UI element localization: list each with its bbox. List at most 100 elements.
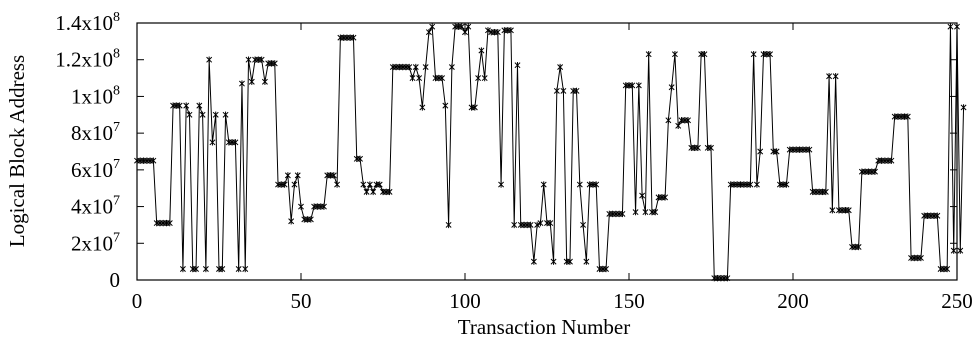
data-point [245,56,252,63]
data-point [557,63,564,71]
data-point [419,104,426,111]
data-point [514,62,521,69]
data-point [511,221,518,229]
data-point [478,47,485,54]
data-point [334,181,341,188]
data-point [950,247,957,254]
data-point [944,265,951,273]
data-point [412,63,419,71]
data-point [465,23,472,30]
data-point [701,51,708,58]
data-point [422,63,429,71]
data-point [481,74,488,82]
y-tick-label: 4x107 [71,194,120,219]
data-point [179,265,186,273]
data-point [747,181,754,188]
data-point [425,28,432,36]
data-point [271,60,278,67]
data-point [416,74,423,82]
series-line [137,24,965,279]
y-tick-label: 2x107 [71,230,120,255]
x-tick-label: 150 [613,289,645,313]
y-tick-label: 0 [110,268,121,292]
data-point [573,87,580,95]
data-point [206,56,213,63]
y-tick-label: 6x107 [71,157,120,182]
data-point [694,144,701,152]
data-point [645,51,652,58]
data-point [445,221,452,229]
data-point [239,80,245,87]
data-point [639,192,646,199]
data-point [665,117,672,124]
data-point [475,74,482,82]
data-point [183,102,190,109]
data-point [635,82,642,89]
data-point [560,87,567,95]
data-point [458,23,465,30]
y-tick-label: 1x108 [71,83,120,108]
data-point [439,74,445,82]
data-point [957,247,964,254]
data-point [199,111,206,118]
data-point [954,23,960,30]
data-point [547,219,554,227]
data-point [288,218,295,225]
data-point [284,172,291,179]
data-point [386,188,393,196]
data-point [507,27,514,34]
data-point [176,102,183,109]
data-point [330,172,337,179]
y-tick-label: 1.4x108 [55,10,120,35]
data-point [593,181,600,188]
data-point [685,117,691,124]
data-point [537,219,544,227]
data-point [662,194,669,201]
data-point [553,87,560,95]
data-point [619,210,626,218]
y-tick-label: 1.2x108 [55,47,120,72]
y-axis-title: Logical Block Address [5,55,29,247]
data-point [534,221,541,229]
data-point [845,207,852,214]
data-point [485,27,491,34]
data-point [540,181,547,188]
data-point [166,219,173,227]
data-point [409,74,416,82]
x-tick-label: 100 [449,289,481,313]
data-point [258,56,265,63]
data-point [583,258,590,265]
data-point [603,265,609,273]
data-point [580,221,587,229]
data-point [829,207,836,214]
data-point [934,212,941,219]
y-tick-label: 8x107 [71,120,120,145]
data-point [186,111,193,118]
data-point [652,208,659,216]
data-point [294,172,301,179]
plot-frame [136,22,958,281]
data-point [261,78,268,85]
data-point [855,243,862,251]
data-point [947,23,954,30]
data-point [632,208,639,216]
data-point [235,265,242,273]
data-point [904,113,911,120]
data-point [750,51,757,58]
data-point [550,258,557,265]
data-point [826,73,833,80]
x-tick-label: 50 [291,289,312,313]
data-point [442,102,449,109]
data-point [724,274,731,282]
data-point [219,265,226,273]
data-point [832,73,839,80]
data-point [232,139,239,146]
data-point [527,221,534,229]
data-point [494,28,501,36]
data-point [767,51,773,58]
data-point [370,188,377,196]
data-point [462,28,468,36]
data-point [888,157,895,164]
data-point [498,181,505,188]
x-tick-label: 0 [132,289,143,313]
